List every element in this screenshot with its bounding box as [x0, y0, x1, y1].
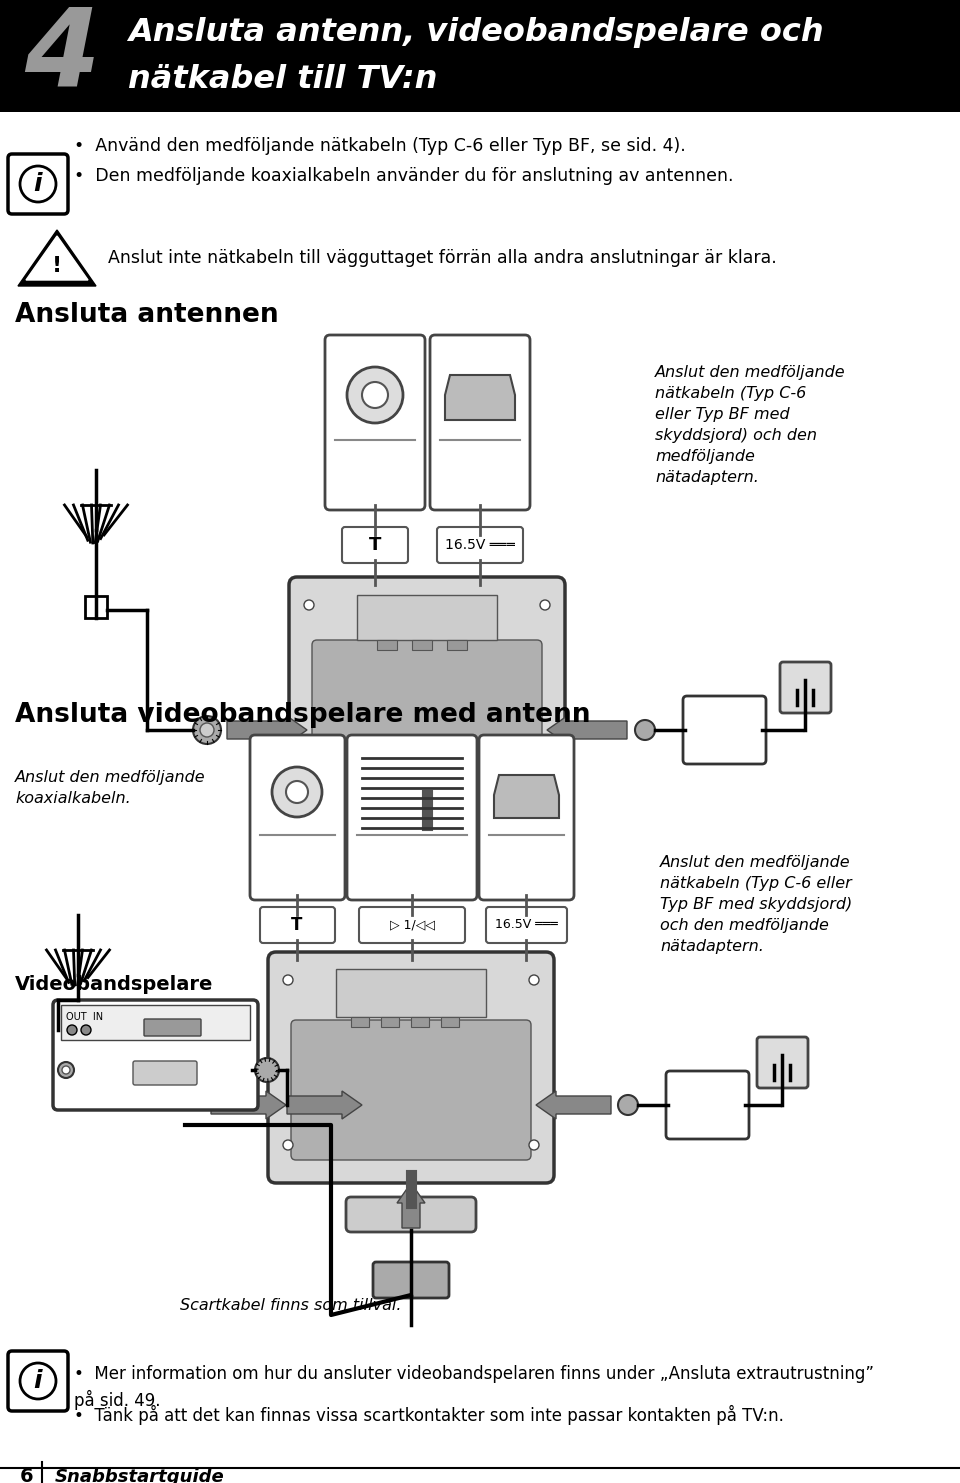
FancyBboxPatch shape — [780, 661, 831, 713]
Circle shape — [193, 716, 221, 744]
Text: !: ! — [52, 257, 62, 276]
Text: T: T — [291, 916, 302, 934]
Circle shape — [362, 383, 388, 408]
Circle shape — [200, 724, 214, 737]
FancyBboxPatch shape — [367, 820, 487, 856]
Bar — [441, 1017, 459, 1028]
Text: •  Tänk på att det kan finnas vissa scartkontakter som inte passar kontakten på : • Tänk på att det kan finnas vissa scart… — [74, 1404, 784, 1425]
Circle shape — [67, 1025, 77, 1035]
Text: 6: 6 — [20, 1468, 34, 1483]
Circle shape — [347, 366, 403, 423]
Text: •  Använd den medföljande nätkabeln (Typ C-6 eller Typ BF, se sid. 4).: • Använd den medföljande nätkabeln (Typ … — [74, 136, 685, 156]
FancyBboxPatch shape — [260, 908, 335, 943]
Circle shape — [304, 759, 314, 770]
Circle shape — [20, 166, 56, 202]
FancyBboxPatch shape — [430, 335, 530, 510]
Text: Anslut den medföljande
nätkabeln (Typ C-6 eller
Typ BF med skyddsjord)
och den m: Anslut den medföljande nätkabeln (Typ C-… — [660, 856, 852, 954]
FancyBboxPatch shape — [666, 1071, 749, 1139]
FancyBboxPatch shape — [250, 736, 345, 900]
Text: T: T — [369, 535, 381, 555]
Circle shape — [81, 1025, 91, 1035]
Circle shape — [20, 1363, 56, 1398]
Text: i: i — [34, 1369, 42, 1393]
FancyBboxPatch shape — [342, 526, 408, 564]
Circle shape — [540, 759, 550, 770]
Text: Anslut inte nätkabeln till vägguttaget förrän alla andra anslutningar är klara.: Anslut inte nätkabeln till vägguttaget f… — [108, 249, 777, 267]
Text: 4: 4 — [24, 3, 100, 108]
Text: OUT  IN: OUT IN — [66, 1011, 103, 1022]
Circle shape — [58, 1062, 74, 1078]
Text: Anslut den medföljande
koaxialkabeln.: Anslut den medföljande koaxialkabeln. — [15, 770, 205, 805]
FancyBboxPatch shape — [0, 0, 960, 113]
Text: ▷ 1/◁◁: ▷ 1/◁◁ — [390, 918, 435, 931]
Text: 16.5V ═══: 16.5V ═══ — [445, 538, 515, 552]
FancyBboxPatch shape — [61, 1005, 250, 1040]
FancyArrow shape — [211, 1091, 286, 1120]
FancyArrow shape — [227, 716, 307, 744]
Text: i: i — [34, 172, 42, 196]
FancyBboxPatch shape — [291, 1020, 531, 1160]
FancyBboxPatch shape — [479, 736, 574, 900]
Bar — [85, 596, 107, 618]
Circle shape — [255, 1057, 279, 1083]
Text: Scartkabel finns som tillval.: Scartkabel finns som tillval. — [180, 1298, 401, 1312]
FancyBboxPatch shape — [8, 1351, 68, 1410]
Circle shape — [540, 601, 550, 610]
FancyBboxPatch shape — [53, 1000, 258, 1109]
Circle shape — [529, 974, 539, 985]
FancyBboxPatch shape — [437, 526, 523, 564]
Circle shape — [286, 782, 308, 802]
FancyBboxPatch shape — [312, 641, 542, 780]
FancyBboxPatch shape — [346, 1197, 476, 1232]
FancyBboxPatch shape — [683, 696, 766, 764]
Circle shape — [272, 767, 322, 817]
Text: Ansluta antenn, videobandspelare och: Ansluta antenn, videobandspelare och — [128, 18, 824, 49]
Polygon shape — [445, 375, 515, 420]
Text: nätkabel till TV:n: nätkabel till TV:n — [128, 64, 438, 95]
FancyBboxPatch shape — [486, 908, 567, 943]
Circle shape — [618, 1094, 638, 1115]
Bar — [351, 1017, 369, 1028]
Circle shape — [304, 601, 314, 610]
Bar — [447, 641, 467, 650]
Text: Videobandspelare: Videobandspelare — [15, 976, 213, 995]
Text: •  Mer information om hur du ansluter videobandspelaren finns under „Ansluta ext: • Mer information om hur du ansluter vid… — [74, 1364, 874, 1409]
Circle shape — [283, 974, 293, 985]
FancyBboxPatch shape — [268, 952, 554, 1183]
Polygon shape — [26, 236, 88, 280]
Circle shape — [635, 721, 655, 740]
FancyBboxPatch shape — [757, 1037, 808, 1089]
Circle shape — [62, 1066, 70, 1074]
FancyBboxPatch shape — [8, 154, 68, 214]
FancyBboxPatch shape — [359, 908, 465, 943]
FancyBboxPatch shape — [336, 968, 486, 1017]
Text: 16.5V ═══: 16.5V ═══ — [494, 918, 558, 931]
Bar — [381, 1017, 399, 1028]
Polygon shape — [494, 776, 559, 819]
FancyArrow shape — [547, 716, 627, 744]
FancyBboxPatch shape — [373, 1262, 449, 1298]
Text: •  Den medföljande koaxialkabeln använder du för anslutning av antennen.: • Den medföljande koaxialkabeln använder… — [74, 168, 733, 185]
Circle shape — [529, 1140, 539, 1149]
FancyArrow shape — [536, 1091, 611, 1120]
FancyBboxPatch shape — [347, 736, 477, 900]
Text: Snabbstartguide: Snabbstartguide — [55, 1468, 225, 1483]
FancyBboxPatch shape — [325, 335, 425, 510]
FancyBboxPatch shape — [289, 577, 565, 802]
FancyArrow shape — [397, 1183, 425, 1228]
Text: Ansluta antennen: Ansluta antennen — [15, 303, 278, 328]
Circle shape — [283, 1140, 293, 1149]
FancyBboxPatch shape — [133, 1060, 197, 1086]
Text: Anslut den medföljande
nätkabeln (Typ C-6
eller Typ BF med
skyddsjord) och den
m: Anslut den medföljande nätkabeln (Typ C-… — [655, 365, 846, 485]
Polygon shape — [18, 230, 96, 286]
Bar — [411, 1017, 429, 1028]
FancyBboxPatch shape — [144, 1019, 201, 1037]
FancyBboxPatch shape — [357, 595, 497, 641]
Text: Ansluta videobandspelare med antenn: Ansluta videobandspelare med antenn — [15, 701, 590, 728]
Bar — [412, 641, 432, 650]
Bar — [377, 641, 397, 650]
FancyArrow shape — [287, 1091, 362, 1120]
